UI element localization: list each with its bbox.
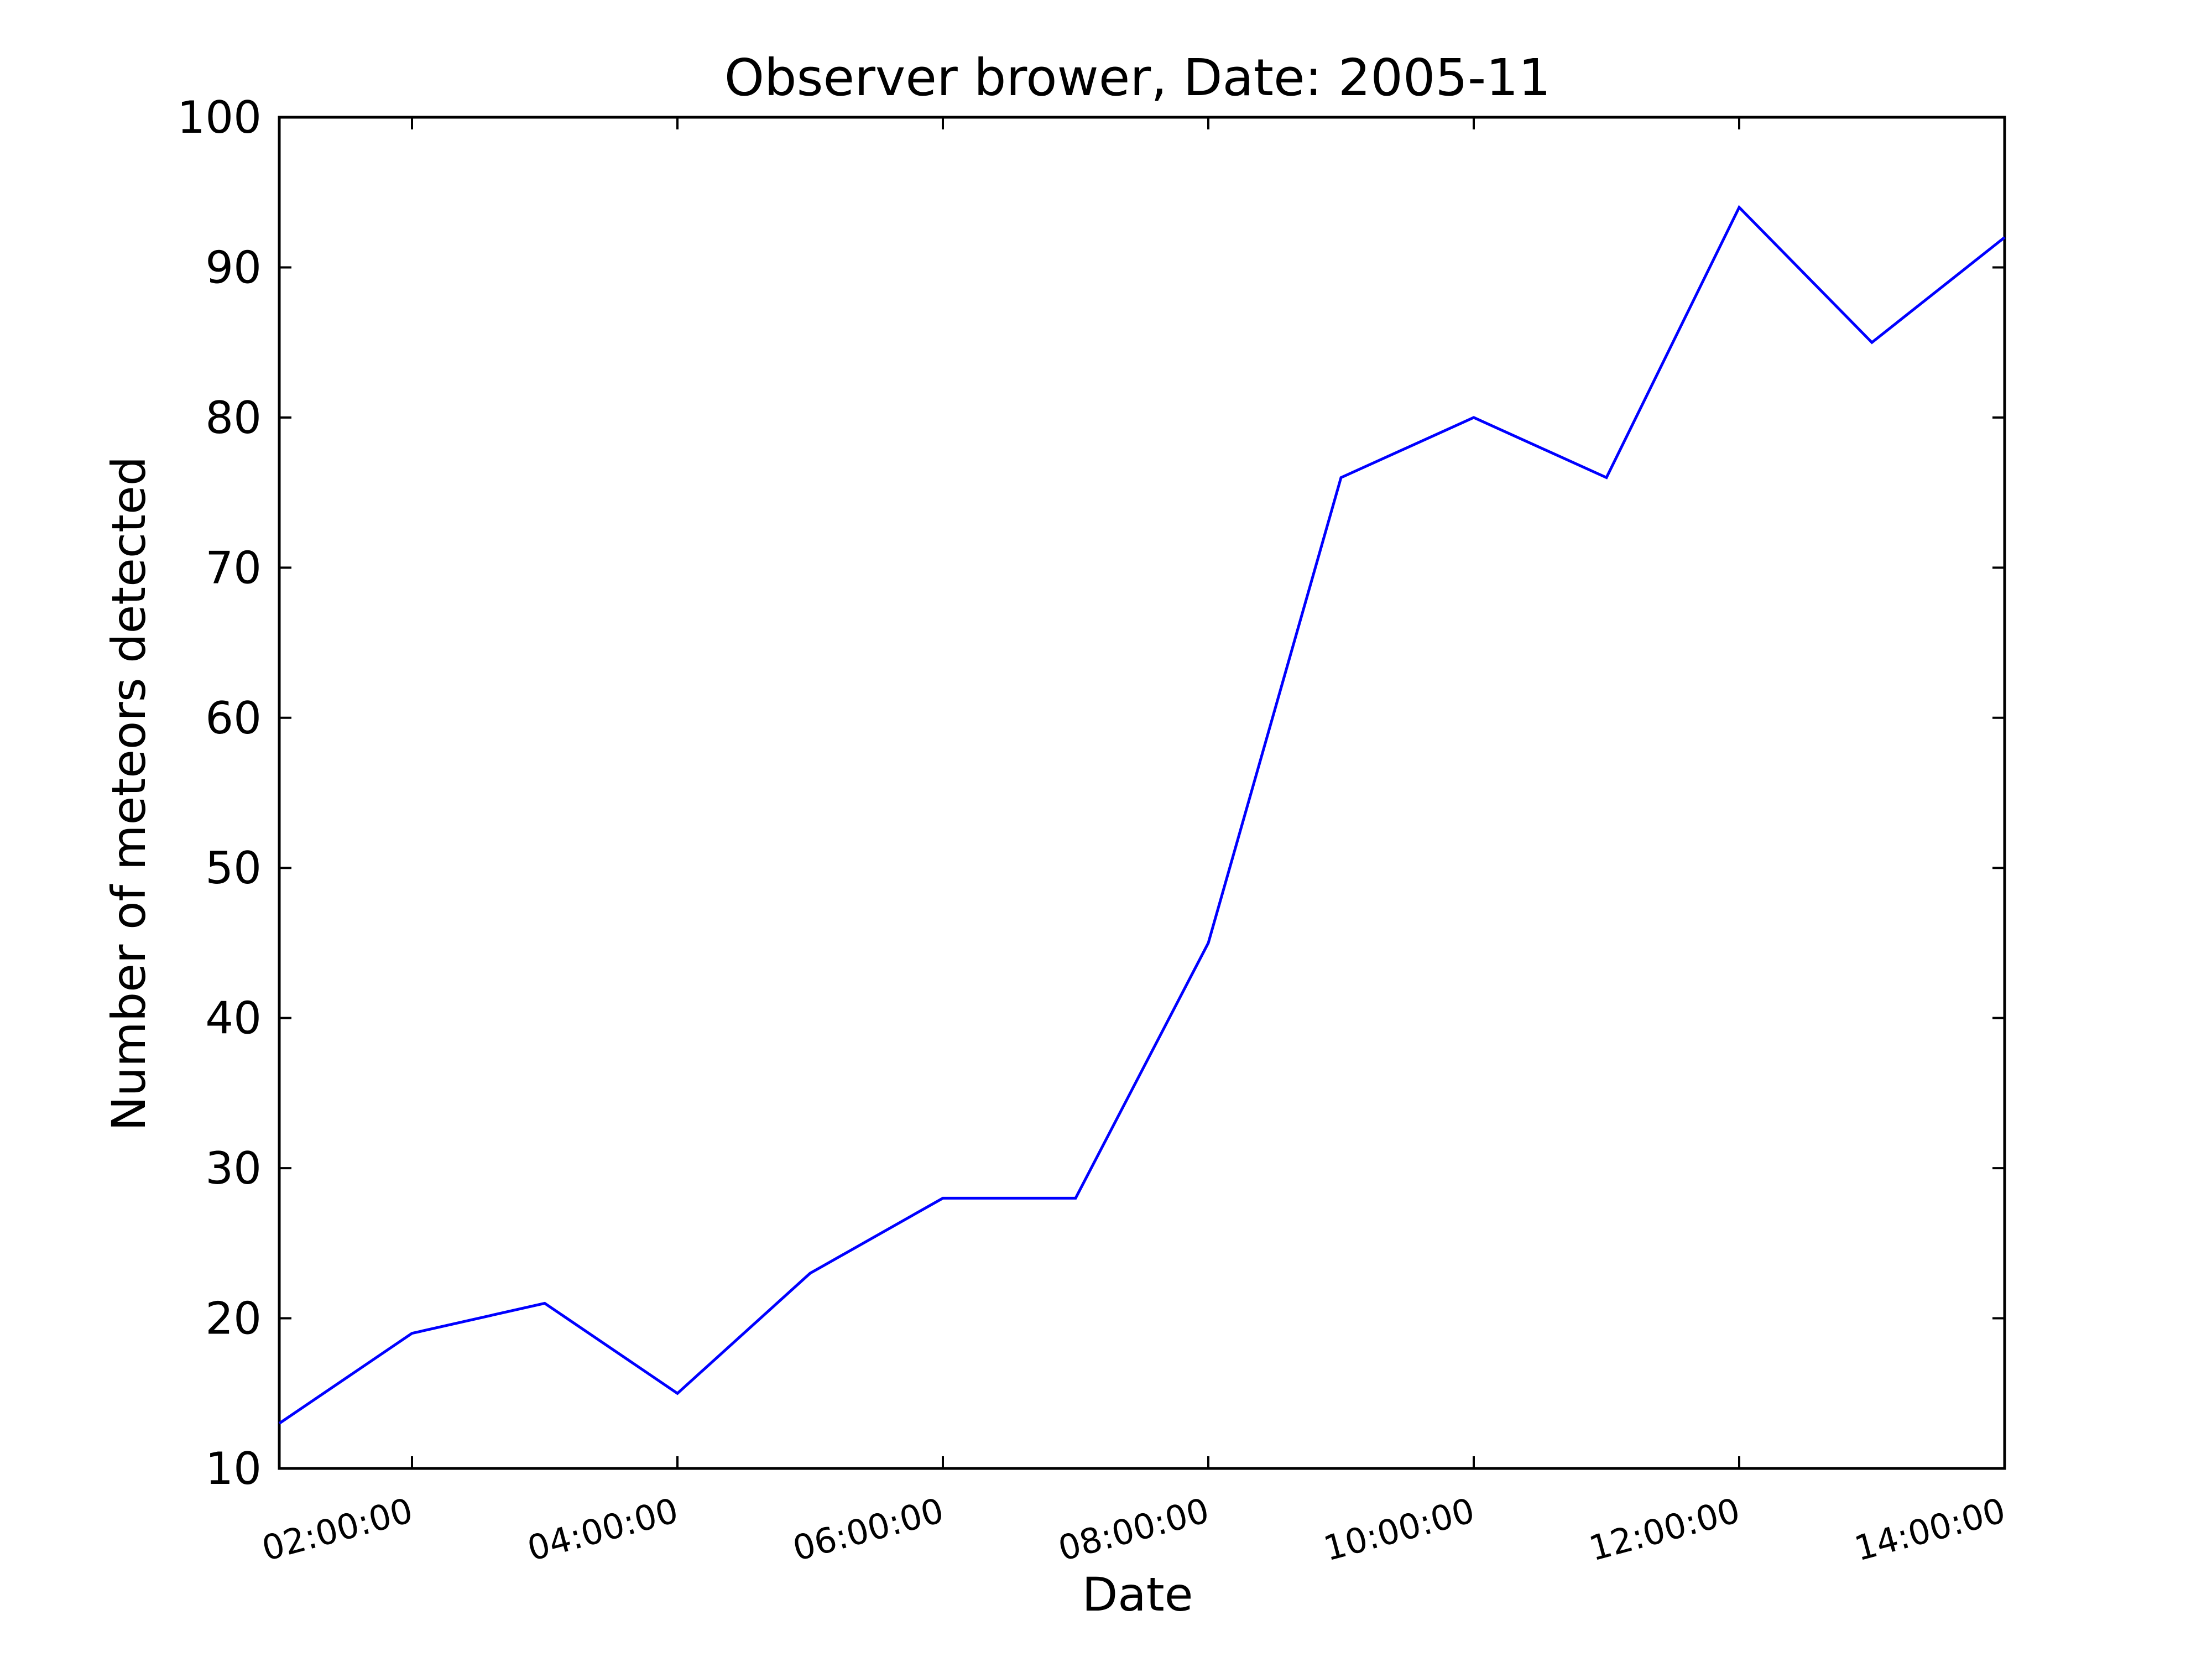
x-tick-label: 10:00:00 xyxy=(1319,1490,1479,1569)
y-tick-label: 50 xyxy=(205,842,262,894)
y-tick-label: 80 xyxy=(205,392,262,444)
plot-area: 10 20 30 40 50 60 70 80 90 100 02:00:00 04:00:00 06:… xyxy=(177,92,2010,1569)
x-tick-label: 04:00:00 xyxy=(523,1490,682,1569)
y-tick-label: 10 xyxy=(205,1443,262,1494)
x-axis-label: Date xyxy=(1082,1567,1193,1622)
y-tick-label: 100 xyxy=(177,92,262,143)
series-line xyxy=(279,207,2005,1424)
x-tick-label: 14:00:00 xyxy=(1850,1490,2010,1569)
y-axis-label: Number of meteors detected xyxy=(102,456,156,1131)
y-tick-label: 60 xyxy=(205,692,262,744)
chart-title: Observer brower, Date: 2005-11 xyxy=(724,48,1551,107)
y-tick-label: 30 xyxy=(205,1143,262,1194)
y-tick-label: 70 xyxy=(205,542,262,593)
x-tick-label: 08:00:00 xyxy=(1054,1490,1213,1569)
y-tick-label: 20 xyxy=(205,1293,262,1345)
y-tick-label: 90 xyxy=(205,242,262,293)
x-tick-label: 02:00:00 xyxy=(258,1490,417,1569)
plot-frame xyxy=(279,117,2005,1468)
y-tick-label: 40 xyxy=(205,993,262,1044)
x-tick-label: 06:00:00 xyxy=(789,1490,948,1569)
x-tick-label: 12:00:00 xyxy=(1585,1490,1744,1569)
